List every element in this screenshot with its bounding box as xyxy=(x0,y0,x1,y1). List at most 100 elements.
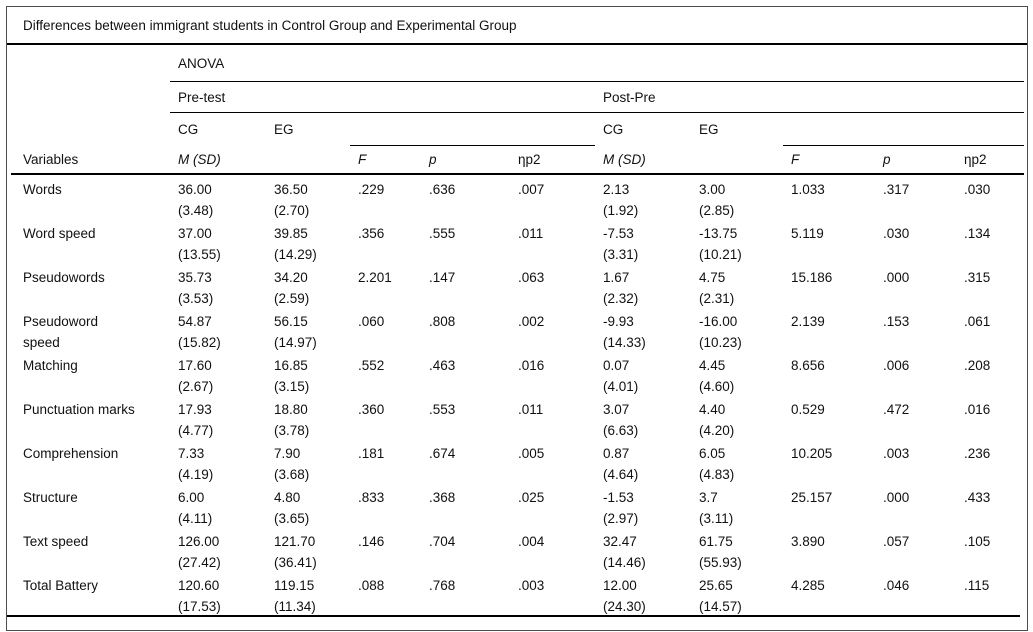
post-f-cell: 3.890 xyxy=(791,534,825,549)
mean-value: 36.00 xyxy=(178,182,212,197)
post-p-cell: .057 xyxy=(883,534,910,549)
sd-value: (2.70) xyxy=(274,203,310,218)
sd-value: (4.20) xyxy=(699,423,735,438)
pre-p-cell: .636 xyxy=(429,182,456,197)
variable-label: Matching xyxy=(23,358,78,373)
post-f-cell: 4.285 xyxy=(791,578,825,593)
post-f-cell: 2.139 xyxy=(791,314,825,329)
pre-eg-msd-cell: 121.70 (36.41) xyxy=(266,527,350,573)
sd-value: (3.53) xyxy=(178,291,214,306)
post-p-cell: .472 xyxy=(883,402,910,417)
header-pre-eg: EG xyxy=(274,122,294,137)
sd-value: (10.21) xyxy=(699,247,742,262)
pre-cg-msd-cell: 17.60 (2.67) xyxy=(170,351,266,397)
mean-value: 7.90 xyxy=(274,446,301,461)
post-eta-cell: .208 xyxy=(964,358,991,373)
pre-eta-cell: .063 xyxy=(518,270,545,285)
pre-eg-msd-cell: 56.15 (14.97) xyxy=(266,307,350,353)
table-row: Punctuation marks 17.93 (4.77) 18.80 (3.… xyxy=(11,395,1020,439)
table-row: Words 36.00 (3.48) 36.50 (2.70) .229 .63… xyxy=(11,175,1020,219)
post-cg-msd-cell: -1.53 (2.97) xyxy=(595,483,691,529)
variable-label: Word speed xyxy=(23,226,96,241)
variable-label: Punctuation marks xyxy=(23,402,135,417)
sd-value: (17.53) xyxy=(178,599,221,614)
post-p-cell: .006 xyxy=(883,358,910,373)
pre-f-cell: .552 xyxy=(358,358,385,373)
header-post-p: p xyxy=(883,152,891,167)
mean-value: 16.85 xyxy=(274,358,308,373)
mean-value: 121.70 xyxy=(274,534,316,549)
pre-p-cell: .674 xyxy=(429,446,456,461)
table-row: Total Battery 120.60 (17.53) 119.15 (11.… xyxy=(11,571,1020,615)
pre-eta-cell: .011 xyxy=(518,226,544,241)
mean-value: 17.93 xyxy=(178,402,212,417)
post-eg-msd-cell: -13.75 (10.21) xyxy=(691,219,783,265)
sd-value: (2.85) xyxy=(699,203,735,218)
table-row: Word speed 37.00 (13.55) 39.85 (14.29) .… xyxy=(11,219,1020,263)
table-row: Comprehension 7.33 (4.19) 7.90 (3.68) .1… xyxy=(11,439,1020,483)
post-f-cell: 15.186 xyxy=(791,270,833,285)
variable-label: Words xyxy=(23,182,62,197)
mean-value: 0.07 xyxy=(603,358,630,373)
post-eg-msd-cell: 61.75 (55.93) xyxy=(691,527,783,573)
post-eta-cell: .433 xyxy=(964,490,991,505)
header-post-cg: CG xyxy=(603,122,624,137)
pre-eta-cell: .016 xyxy=(518,358,545,373)
post-eg-msd-cell: 3.00 (2.85) xyxy=(691,175,783,221)
pre-eta-cell: .011 xyxy=(518,402,544,417)
variable-cell: Words xyxy=(11,175,170,221)
pre-eta-cell: .007 xyxy=(518,182,545,197)
variable-label: Pseudowords xyxy=(23,270,105,285)
pre-f-cell: .060 xyxy=(358,314,385,329)
variable-cell: Pseudowords xyxy=(11,263,170,309)
pre-eg-msd-cell: 7.90 (3.68) xyxy=(266,439,350,485)
pre-f-cell: .360 xyxy=(358,402,385,417)
mean-value: 12.00 xyxy=(603,578,637,593)
post-f-cell: 0.529 xyxy=(791,402,825,417)
post-p-cell: .153 xyxy=(883,314,910,329)
post-eg-msd-cell: 4.45 (4.60) xyxy=(691,351,783,397)
sd-value: (55.93) xyxy=(699,555,742,570)
post-p-cell: .046 xyxy=(883,578,910,593)
post-p-cell: .030 xyxy=(883,226,910,241)
pre-stats-rule xyxy=(350,113,595,146)
pre-p-cell: .463 xyxy=(429,358,456,373)
mean-value: 56.15 xyxy=(274,314,308,329)
pre-eg-msd-cell: 34.20 (2.59) xyxy=(266,263,350,309)
post-f-cell: 8.656 xyxy=(791,358,825,373)
mean-value: -9.93 xyxy=(603,314,634,329)
table-row: Pseudoword speed 54.87 (15.82) 56.15 (14… xyxy=(11,307,1020,351)
sd-value: (14.33) xyxy=(603,335,646,350)
pre-cg-msd-cell: 35.73 (3.53) xyxy=(170,263,266,309)
post-eta-cell: .315 xyxy=(964,270,991,285)
pre-eta-cell: .002 xyxy=(518,314,545,329)
pre-eg-msd-cell: 4.80 (3.65) xyxy=(266,483,350,529)
pre-f-cell: .229 xyxy=(358,182,385,197)
table-row: Pseudowords 35.73 (3.53) 34.20 (2.59) 2.… xyxy=(11,263,1020,307)
post-p-cell: .317 xyxy=(883,182,910,197)
header-postpre-section: Post-Pre xyxy=(595,82,1024,113)
mean-value: 126.00 xyxy=(178,534,220,549)
variable-label: Text speed xyxy=(23,534,89,549)
mean-value: 25.65 xyxy=(699,578,733,593)
sd-value: (4.83) xyxy=(699,467,735,482)
header-pre-msd: M (SD) xyxy=(178,152,221,167)
mean-value: 3.00 xyxy=(699,182,726,197)
mean-value: 32.47 xyxy=(603,534,637,549)
sd-value: (2.32) xyxy=(603,291,639,306)
pre-f-cell: 2.201 xyxy=(358,270,392,285)
pre-eta-cell: .025 xyxy=(518,490,545,505)
sd-value: (4.19) xyxy=(178,467,214,482)
header-post-f: F xyxy=(791,152,800,167)
sd-value: (14.46) xyxy=(603,555,646,570)
post-cg-msd-cell: 0.87 (4.64) xyxy=(595,439,691,485)
post-eta-cell: .115 xyxy=(964,578,990,593)
mean-value: -13.75 xyxy=(699,226,738,241)
mean-value: 36.50 xyxy=(274,182,308,197)
pre-cg-msd-cell: 36.00 (3.48) xyxy=(170,175,266,221)
table-row: Text speed 126.00 (27.42) 121.70 (36.41)… xyxy=(11,527,1020,571)
pre-p-cell: .704 xyxy=(429,534,456,549)
header-anova: ANOVA xyxy=(170,45,1024,82)
sd-value: (24.30) xyxy=(603,599,646,614)
pre-cg-msd-cell: 120.60 (17.53) xyxy=(170,571,266,617)
